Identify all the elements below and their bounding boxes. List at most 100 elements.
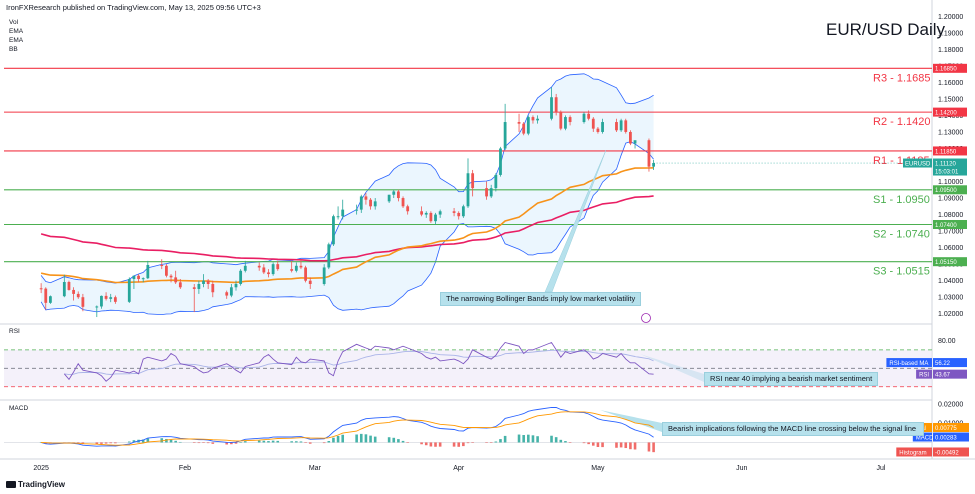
candle-body (229, 287, 233, 296)
candle-body (355, 209, 359, 211)
macd-histogram-bar (169, 439, 173, 443)
candle-body (424, 212, 428, 215)
level-tag-s1 (933, 185, 967, 195)
price-tick-label: 1.10000 (938, 179, 963, 186)
candle-body (322, 267, 326, 284)
level-label-s2: S2 - 1.0740 (873, 228, 930, 240)
macd-histogram-bar (104, 442, 108, 444)
macd-histogram-bar (295, 441, 298, 443)
indicator-ema-2[interactable]: EMA (9, 37, 24, 44)
macd-histogram-bar (633, 442, 637, 450)
candle-body (81, 297, 85, 307)
macd-histogram-bar (619, 442, 623, 448)
symbol-tag-text: EURUSD (905, 161, 931, 167)
candle-body (341, 209, 345, 217)
macd-histogram-bar (243, 441, 247, 443)
macd-histogram-bar (601, 442, 604, 448)
macd-histogram-bar (322, 442, 326, 444)
candle-body (554, 97, 558, 113)
candle-body (160, 264, 164, 266)
candle-body (49, 296, 52, 303)
candle-body (257, 265, 261, 268)
macd-histogram-bar (494, 441, 498, 443)
indicator-vol[interactable]: Vol (9, 19, 19, 26)
macd-histogram-bar (499, 439, 502, 443)
rsi-readout-tag (933, 358, 967, 368)
candle-body (239, 270, 243, 284)
candle-body (359, 196, 363, 210)
bollinger-lower (40, 141, 654, 316)
event-marker-icon (641, 313, 651, 323)
macd-histogram-bar (267, 441, 270, 443)
candle-body (299, 265, 303, 268)
macd-histogram-bar (81, 442, 85, 445)
macd-histogram-bar (397, 439, 400, 443)
candle-body (397, 191, 400, 199)
macd-histogram-bar (192, 442, 196, 443)
candle-body (137, 275, 140, 280)
rsi-readout-name-tag (886, 358, 932, 368)
candle-body (596, 128, 600, 132)
macd-histogram-bar (359, 433, 363, 443)
rsi-readout-value: 43.67 (935, 372, 951, 378)
price-tick-label: 1.16000 (938, 80, 963, 87)
macd-callout: Bearish implications following the MACD … (662, 422, 924, 436)
candle-body (113, 297, 117, 302)
candle-body (559, 112, 563, 129)
candle-body (587, 113, 591, 119)
indicator-bb[interactable]: BB (9, 46, 18, 53)
rsi-readout-value: 56.22 (935, 361, 951, 367)
candle-body (271, 264, 275, 275)
rsi-pane-label[interactable]: RSI (9, 328, 20, 335)
macd-pane-label[interactable]: MACD (9, 405, 29, 412)
candle-body (429, 212, 433, 222)
macd-histogram-bar (582, 442, 586, 444)
indicator-ema-1[interactable]: EMA (9, 28, 24, 35)
tradingview-logo[interactable]: TradingView (6, 480, 65, 489)
macd-histogram-bar (109, 442, 113, 444)
bollinger-callout: The narrowing Bollinger Bands imply low … (440, 292, 642, 306)
candle-body (211, 283, 215, 293)
macd-histogram-bar (527, 434, 530, 443)
rsi-readout-name: RSI-based MA (889, 361, 928, 367)
macd-histogram-bar (127, 441, 131, 443)
candle-body (276, 264, 280, 270)
rsi-readout-name: RSI (919, 372, 929, 378)
candle-body (517, 122, 521, 124)
candle-body (332, 216, 335, 245)
level-tag-r2 (933, 107, 967, 117)
macd-histogram-bar (76, 442, 80, 444)
macd-histogram-bar (262, 440, 266, 443)
publisher-line: IronFXResearch published on TradingView.… (6, 3, 261, 12)
symbol-tag (903, 158, 932, 168)
candle-body (127, 279, 131, 302)
level-label-s3: S3 - 1.0515 (873, 266, 930, 278)
candle-body (629, 131, 632, 144)
price-tick-label: 1.02000 (938, 311, 963, 318)
candle-body (420, 211, 423, 215)
time-axis-label: Apr (453, 465, 465, 472)
macd-histogram-bar (462, 442, 465, 447)
candle-body (536, 118, 539, 121)
macd-histogram-bar (197, 442, 201, 444)
time-axis-label: Feb (179, 465, 191, 472)
level-label-s1: S1 - 1.0950 (873, 194, 930, 206)
macd-histogram-bar (239, 442, 242, 443)
candle-body (39, 288, 43, 290)
macd-histogram-bar (624, 442, 628, 449)
macd-histogram-bar (369, 435, 372, 443)
macd-histogram-bar (132, 440, 136, 443)
macd-histogram-bar (225, 442, 229, 445)
candle-body (243, 265, 247, 271)
candle-body (308, 280, 312, 284)
candle-body (392, 191, 396, 195)
level-tag-text: 1.11850 (935, 149, 957, 155)
macd-histogram-bar (652, 442, 655, 453)
candle-body (466, 173, 470, 207)
macd-histogram-bar (401, 440, 405, 443)
price-tick-label: 1.04000 (938, 278, 963, 285)
macd-histogram-bar (327, 441, 331, 443)
macd-histogram-bar (629, 442, 632, 450)
price-tick-label: 1.19000 (938, 30, 963, 37)
tv-icon (6, 481, 16, 488)
